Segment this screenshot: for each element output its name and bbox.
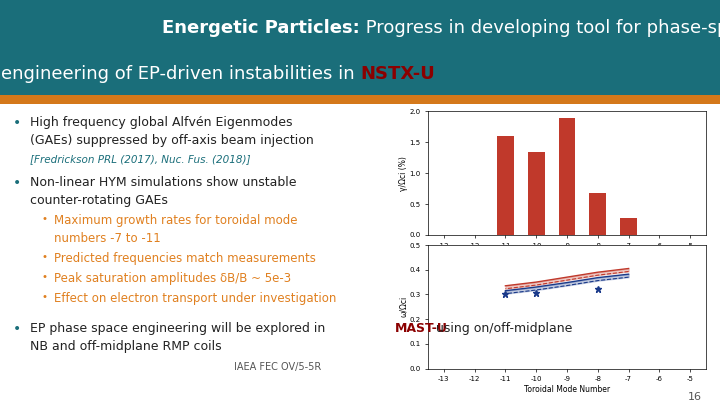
Text: Effect on electron transport under investigation: Effect on electron transport under inves… bbox=[54, 292, 336, 305]
Text: (GAEs) suppressed by off-axis beam injection: (GAEs) suppressed by off-axis beam injec… bbox=[30, 134, 314, 147]
Text: •: • bbox=[13, 176, 21, 190]
Bar bbox=[497, 136, 514, 235]
Text: •: • bbox=[13, 322, 21, 336]
Text: NSTX-U: NSTX-U bbox=[360, 65, 435, 83]
Text: •: • bbox=[42, 272, 48, 282]
X-axis label: Toroidal Mode Number: Toroidal Mode Number bbox=[524, 385, 610, 394]
Text: •: • bbox=[13, 116, 21, 130]
Text: Peak saturation amplitudes δB/B ~ 5e-3: Peak saturation amplitudes δB/B ~ 5e-3 bbox=[54, 272, 291, 285]
Text: Energetic Particles:: Energetic Particles: bbox=[162, 19, 360, 37]
Text: numbers -7 to -11: numbers -7 to -11 bbox=[54, 232, 161, 245]
Text: •: • bbox=[42, 214, 48, 224]
Text: Progress in developing tool for phase-space: Progress in developing tool for phase-sp… bbox=[360, 19, 720, 37]
Text: Maximum growth rates for toroidal mode: Maximum growth rates for toroidal mode bbox=[54, 214, 297, 227]
Text: [Fredrickson PRL (2017), Nuc. Fus. (2018)]: [Fredrickson PRL (2017), Nuc. Fus. (2018… bbox=[30, 154, 251, 164]
Text: EP phase space engineering will be explored in: EP phase space engineering will be explo… bbox=[30, 322, 330, 335]
Text: NB and off-midplane RMP coils: NB and off-midplane RMP coils bbox=[30, 340, 222, 353]
Text: counter-rotating GAEs: counter-rotating GAEs bbox=[30, 194, 168, 207]
Bar bbox=[559, 117, 575, 235]
Bar bbox=[590, 193, 606, 235]
Bar bbox=[620, 217, 637, 235]
Text: •: • bbox=[42, 292, 48, 302]
Y-axis label: γ/Ωci (%): γ/Ωci (%) bbox=[399, 156, 408, 191]
Text: using on/off-midplane: using on/off-midplane bbox=[432, 322, 572, 335]
Text: MAST-U: MAST-U bbox=[395, 322, 447, 335]
Text: engineering of EP-driven instabilities in: engineering of EP-driven instabilities i… bbox=[1, 65, 360, 83]
Bar bbox=[528, 151, 544, 235]
Text: IAEA FEC OV/5-5R: IAEA FEC OV/5-5R bbox=[233, 362, 321, 372]
Text: High frequency global Alfvén Eigenmodes: High frequency global Alfvén Eigenmodes bbox=[30, 116, 293, 129]
Y-axis label: ω/Ωci: ω/Ωci bbox=[399, 296, 408, 318]
Text: 16: 16 bbox=[688, 392, 702, 402]
Text: Non-linear HYM simulations show unstable: Non-linear HYM simulations show unstable bbox=[30, 176, 297, 189]
Text: Predicted frequencies match measurements: Predicted frequencies match measurements bbox=[54, 252, 316, 265]
Text: •: • bbox=[42, 252, 48, 262]
